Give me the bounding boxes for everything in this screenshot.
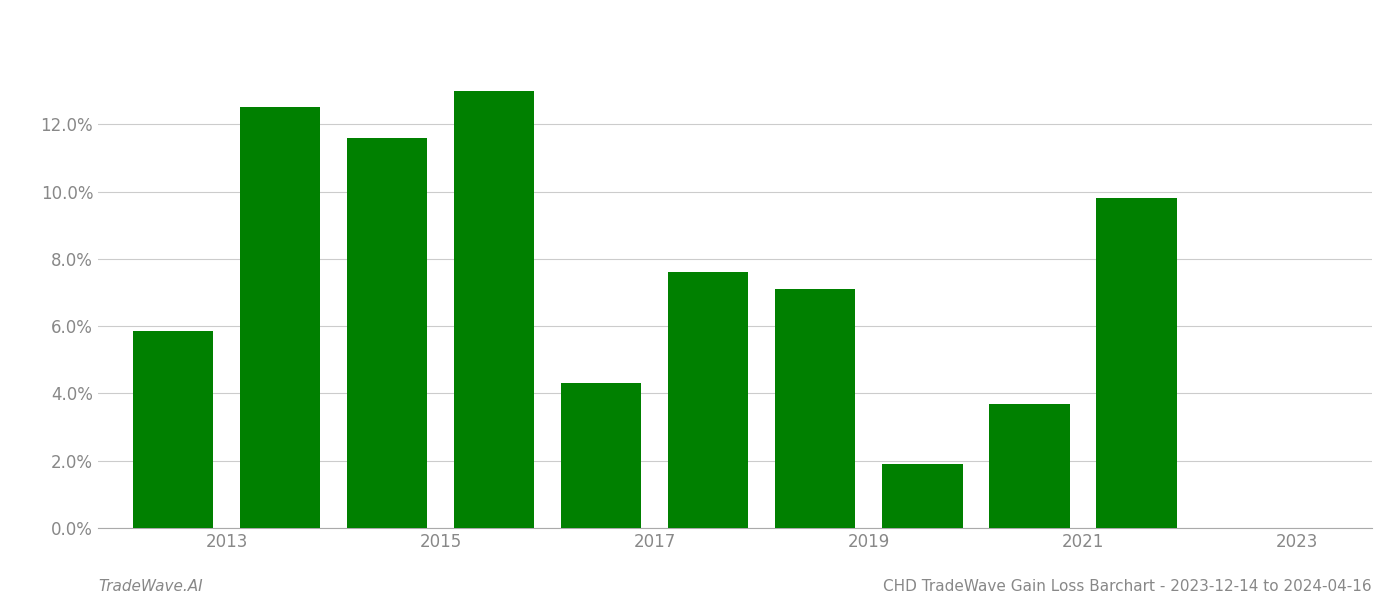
Bar	[133, 331, 213, 528]
Bar	[347, 137, 427, 528]
Bar	[668, 272, 749, 528]
Bar	[561, 383, 641, 528]
Bar	[882, 464, 963, 528]
Bar	[776, 289, 855, 528]
Bar	[454, 91, 535, 528]
Bar	[990, 403, 1070, 528]
Text: CHD TradeWave Gain Loss Barchart - 2023-12-14 to 2024-04-16: CHD TradeWave Gain Loss Barchart - 2023-…	[883, 579, 1372, 594]
Text: TradeWave.AI: TradeWave.AI	[98, 579, 203, 594]
Bar	[239, 107, 321, 528]
Bar	[1096, 198, 1176, 528]
